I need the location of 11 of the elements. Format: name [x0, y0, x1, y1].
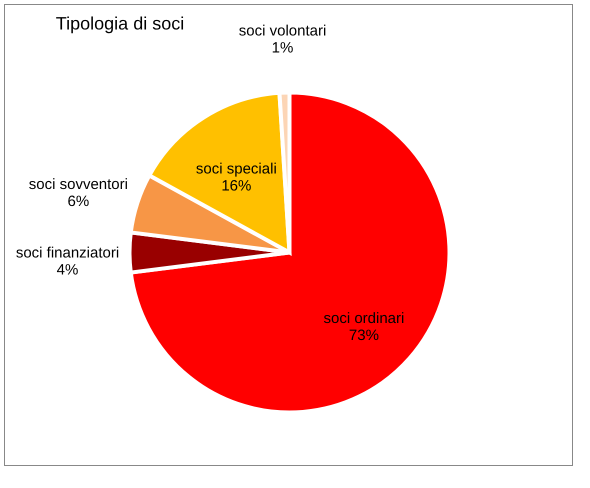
slice-label: soci ordinari [323, 310, 404, 328]
slice-label: soci speciali [196, 160, 277, 178]
slice-label: soci finanziatori [16, 244, 120, 262]
data-label: 16% [221, 178, 252, 195]
slice-label: soci volontari [238, 22, 326, 40]
data-label: 4% [56, 262, 78, 278]
chart-title: Tipologia di soci [56, 14, 184, 34]
slice-label: soci sovventori [28, 176, 128, 193]
data-label: 6% [68, 192, 90, 210]
data-label: 1% [272, 40, 294, 57]
data-label: 73% [348, 327, 379, 344]
